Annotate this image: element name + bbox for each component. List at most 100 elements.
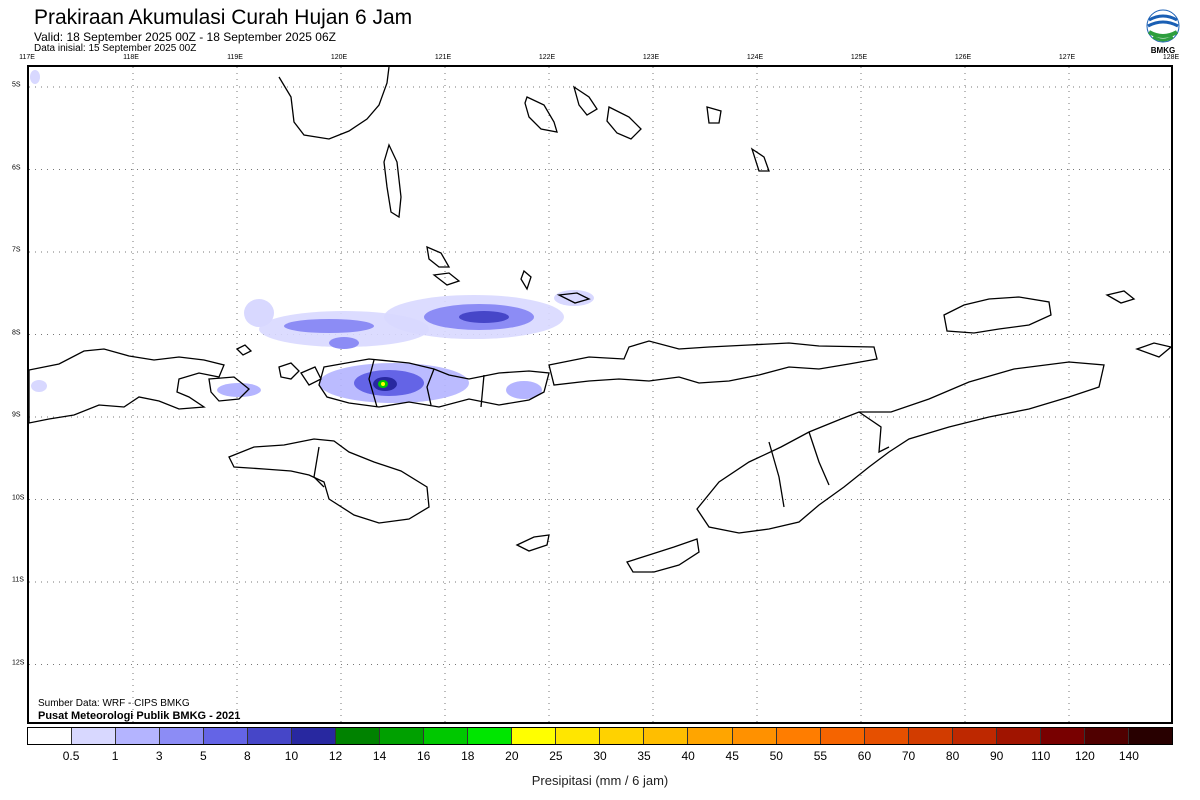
colorbar-segment [1128,728,1172,744]
islet [1135,342,1171,358]
colorbar-label: 70 [901,749,916,763]
map-title: Prakiraan Akumulasi Curah Hujan 6 Jam [34,6,413,29]
colorbar-label: 10 [284,749,299,763]
colorbar-label: 110 [1031,749,1051,763]
island-flores [318,358,550,408]
colorbar-segment [996,728,1041,744]
colorbar-segment [248,728,293,744]
colorbar-segment [28,728,73,744]
islet [278,362,300,380]
grid-lines [29,67,1171,722]
colorbar-label: 45 [725,749,739,763]
colorbar-segment [556,728,601,744]
colorbar-label: 35 [637,749,651,763]
border-flores [426,368,435,406]
colorbar-segment [380,728,425,744]
islet [520,269,532,291]
colorbar-label: 60 [857,749,872,763]
colorbar-label: 80 [945,749,960,763]
colorbar-segment [600,728,645,744]
colorbar-segment [688,728,733,744]
colorbar-label: 16 [417,749,431,763]
islet [556,292,591,304]
lat-tick-label: 11S [12,576,24,584]
rain-area [284,319,374,333]
rain-area [31,380,47,392]
lat-tick-label: 6S [12,164,21,171]
island-lombok [208,376,250,402]
lat-tick-label: 9S [12,411,21,419]
precipitation-layer [30,70,594,403]
lon-tick-label: 118E [123,54,139,61]
border-timor [768,441,785,508]
colorbar-label: 40 [681,749,695,763]
colorbar-segment [512,728,557,744]
colorbar-label: 50 [769,749,783,763]
colorbar-segment [1040,728,1085,744]
coast-sulawesi [278,67,390,140]
colorbar-label: 5 [199,749,207,763]
map-area[interactable] [27,65,1173,724]
island-sumbawa [29,348,225,424]
rain-area [459,311,509,323]
lon-tick-label: 128E [1162,54,1180,61]
colorbar-segment [1084,728,1129,744]
colorbar-segment [908,728,953,744]
island-sumba [228,438,430,524]
lon-tick-label: 117E [19,54,35,61]
data-source: Sumber Data: WRF - CIPS BMKG [38,698,190,709]
border-timor [858,411,890,454]
colorbar-segment [468,728,513,744]
island-alor [548,340,878,386]
initial-data: Data inisial: 15 September 2025 00Z [34,43,197,54]
islet [300,366,322,386]
rain-area [506,381,542,399]
valid-period: Valid: 18 September 2025 00Z - 18 Septem… [34,30,336,44]
lat-tick-label: 10S [12,494,25,501]
colorbar-label: 120 [1074,749,1095,763]
border-flores [480,374,485,408]
islet [426,245,451,268]
colorbar-segment [160,728,205,744]
colorbar-segment [116,728,161,744]
colorbar-label: 90 [990,749,1004,763]
lon-tick-label: 124E [746,54,764,61]
colorbar-segment [952,728,997,744]
colorbar-label: 140 [1118,749,1139,763]
colorbar-segment [424,728,469,744]
lon-tick-label: 127E [1058,54,1076,61]
colorbar-label: 20 [505,749,519,763]
coastlines [29,67,1171,573]
coast-sulawesi [524,96,558,133]
islet [235,344,253,356]
colorbar-segment [864,728,909,744]
colorbar-label: 14 [372,749,387,763]
colorbar-segment [732,728,777,744]
islet [750,147,770,172]
lat-tick-label: 8S [12,329,21,336]
coast-buton [572,85,598,116]
rain-area [329,337,359,349]
lat-tick-label: 12S [12,659,25,666]
map-canvas [29,67,1171,722]
colorbar-segment [820,728,865,744]
colorbar-segment [776,728,821,744]
colorbar-label: 18 [461,749,475,763]
lon-tick-label: 123E [642,54,660,61]
lon-tick-label: 119E [227,54,243,61]
lon-tick-label: 120E [330,54,348,61]
coast-muna [606,106,642,140]
islet [706,106,722,124]
lon-tick-label: 126E [954,54,972,61]
rain-area [217,383,261,397]
colorbar-segment [204,728,249,744]
island-rote [626,538,700,573]
island-wetar [943,296,1052,334]
rain-area [381,382,385,386]
publisher: Pusat Meteorologi Publik BMKG - 2021 [38,710,241,722]
colorbar-label: 12 [328,749,343,763]
island-sawu [515,534,550,552]
colorbar-label: 3 [155,749,163,763]
lon-tick-label: 121E [434,54,452,61]
colorbar-label: 30 [593,749,607,763]
